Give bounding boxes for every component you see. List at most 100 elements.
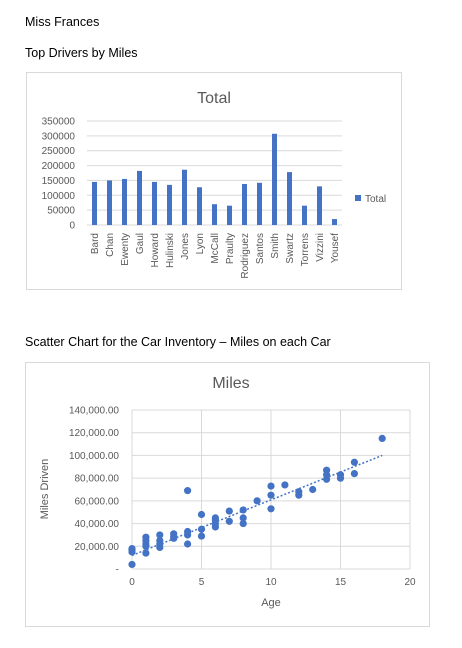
x-tick-label: Lyon: [195, 233, 206, 254]
data-point: [184, 527, 192, 536]
data-point: [281, 481, 289, 489]
data-point: [156, 531, 164, 539]
bar: [272, 133, 277, 225]
y-tick-label: 100,000.00: [69, 451, 119, 462]
y-tick-label: 120,000.00: [69, 428, 119, 439]
x-tick-label: Hulinski: [165, 233, 176, 268]
data-point: [336, 471, 345, 479]
x-tick-label: Gaul: [135, 233, 146, 254]
x-tick-label: 5: [199, 577, 205, 588]
x-tick-label: Smith: [270, 233, 281, 259]
bar: [212, 204, 217, 225]
bar: [197, 187, 202, 225]
author-name: Miss Frances: [25, 15, 100, 29]
data-point: [142, 549, 150, 557]
bar: [257, 182, 262, 225]
x-tick-label: Bard: [90, 233, 101, 254]
data-point: [350, 458, 358, 466]
x-tick-label: 15: [335, 577, 347, 588]
scatter-chart: Miles - 20,000.00 40,000.00 60,000.00 80,000.…: [39, 375, 416, 609]
x-tick-label: Vizzini: [315, 233, 326, 262]
bar: [137, 170, 142, 225]
y-tick-label: 350000: [42, 117, 76, 128]
data-point: [170, 530, 178, 538]
data-point: [142, 533, 150, 541]
bar: [287, 172, 292, 225]
x-tick-label: Ewenty: [120, 233, 131, 266]
data-point: [225, 507, 233, 515]
data-point: [378, 434, 386, 442]
x-tick-label: 20: [404, 577, 416, 588]
x-tick-label: Praulty: [225, 233, 236, 264]
x-tick-label: Yousef: [330, 233, 341, 263]
data-point: [184, 487, 192, 495]
x-tick-label: Rodriguez: [240, 233, 251, 279]
data-point: [323, 466, 331, 474]
x-tick-label: Santos: [255, 233, 266, 264]
bar: [182, 169, 187, 225]
bar: [152, 181, 157, 225]
bar: [332, 219, 337, 225]
trendline: [131, 454, 383, 557]
y-tick-label: 100000: [42, 191, 76, 202]
section-title-drivers: Top Drivers by Miles: [25, 46, 138, 60]
bar: [317, 186, 322, 225]
x-tick-label: Jones: [180, 233, 191, 260]
y-tick-label: 80,000.00: [75, 474, 120, 485]
data-point: [184, 540, 192, 548]
data-point: [156, 537, 164, 545]
data-point: [253, 497, 261, 505]
data-point: [197, 525, 206, 533]
data-point: [267, 491, 275, 499]
x-tick-label: Torrens: [300, 233, 311, 266]
x-tick-label: 0: [129, 577, 135, 588]
bar: [167, 184, 172, 225]
data-point: [197, 510, 206, 519]
data-point: [267, 482, 275, 490]
scatter-chart-area: Miles - 20,000.00 40,000.00 60,000.00 80,000.…: [25, 362, 430, 627]
data-point: [309, 485, 317, 494]
y-tick-label: 150000: [42, 176, 76, 187]
data-point: [128, 560, 136, 569]
bar-chart-area: Total 0 50000 100000 150000 200000 250000 30000…: [26, 72, 402, 290]
y-tick-label: 20,000.00: [75, 542, 120, 553]
legend-label: Total: [365, 194, 386, 205]
data-point: [239, 519, 247, 528]
data-point: [295, 488, 303, 496]
x-axis-label: Age: [261, 597, 281, 609]
y-tick-label: 250000: [42, 146, 76, 157]
data-point: [350, 470, 358, 478]
data-point: [239, 506, 247, 514]
bar: [242, 183, 247, 225]
data-point: [239, 514, 247, 522]
data-point: [225, 517, 233, 525]
y-tick-label: -: [116, 565, 119, 576]
y-tick-label: 50000: [47, 206, 75, 217]
y-tick-label: 60,000.00: [75, 496, 120, 507]
bar: [92, 181, 97, 225]
section-title-scatter: Scatter Chart for the Car Inventory – Mi…: [25, 335, 331, 349]
data-point: [267, 505, 275, 513]
bar-chart: Total 0 50000 100000 150000 200000 250000 30000…: [42, 90, 387, 279]
y-tick-label: 300000: [42, 131, 76, 142]
chart-title: Miles: [212, 375, 249, 392]
bar: [227, 205, 232, 225]
y-tick-label: 200000: [42, 161, 76, 172]
x-tick-label: Swartz: [285, 233, 296, 264]
bar: [302, 205, 307, 225]
x-tick-label: 10: [265, 577, 277, 588]
data-point: [128, 544, 136, 553]
bar: [122, 178, 127, 225]
x-tick-label: Howard: [150, 233, 161, 267]
legend-swatch: [355, 195, 361, 201]
data-point: [211, 514, 219, 522]
bar: [107, 180, 112, 225]
chart-title: Total: [197, 90, 231, 107]
y-tick-label: 140,000.00: [69, 406, 119, 417]
x-tick-label: Chan: [105, 233, 116, 257]
data-point: [197, 532, 206, 540]
x-tick-label: McCall: [210, 233, 221, 264]
y-tick-label: 40,000.00: [75, 519, 120, 530]
y-axis-label: Miles Driven: [39, 459, 51, 520]
y-tick-label: 0: [69, 221, 75, 232]
